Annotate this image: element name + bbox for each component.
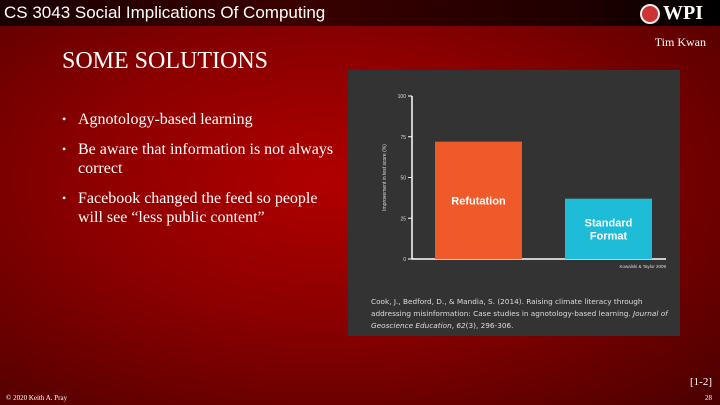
page-number: 28 bbox=[705, 394, 712, 402]
bar-label: Format bbox=[590, 230, 628, 242]
y-tick-label: 25 bbox=[400, 216, 406, 222]
seal-icon bbox=[640, 3, 660, 24]
bullet-list: Agnotology-based learning Be aware that … bbox=[62, 110, 342, 238]
slide-title: SOME SOLUTIONS bbox=[62, 48, 269, 74]
bar-label: Refutation bbox=[451, 195, 506, 207]
bar-standard-format bbox=[565, 198, 652, 259]
y-tick-label: 75 bbox=[400, 135, 406, 141]
chart-source: Kowalski & Taylor 2009 bbox=[620, 264, 667, 269]
y-tick-label: 0 bbox=[403, 257, 406, 263]
reference-tag: [1-2] bbox=[690, 376, 712, 388]
wpi-logo: WPI bbox=[640, 2, 703, 25]
citation: Cook, J., Bedford, D., & Mandia, S. (201… bbox=[371, 297, 668, 330]
bullet-item: Agnotology-based learning bbox=[62, 110, 342, 129]
bar-label: Standard bbox=[585, 217, 633, 229]
bullet-item: Facebook changed the feed so people will… bbox=[62, 189, 342, 227]
copyright: © 2020 Keith A. Pray bbox=[6, 394, 68, 402]
y-axis-label: Improvement in test score (%) bbox=[382, 144, 388, 211]
bar-chart: 0 25 50 75 100 Improvement in test score (%) R… bbox=[382, 94, 667, 269]
y-tick-label: 100 bbox=[398, 94, 407, 100]
author: Tim Kwan bbox=[654, 35, 706, 49]
chart-figure: 0 25 50 75 100 Improvement in test score (%) R… bbox=[348, 70, 680, 336]
bar-refutation bbox=[435, 141, 522, 259]
y-tick-label: 50 bbox=[400, 176, 406, 182]
logo-text: WPI bbox=[663, 2, 703, 24]
course-title: CS 3043 Social Implications Of Computing bbox=[4, 3, 326, 22]
header-bar: CS 3043 Social Implications Of Computing… bbox=[0, 0, 720, 26]
bullet-item: Be aware that information is not always … bbox=[62, 140, 342, 178]
